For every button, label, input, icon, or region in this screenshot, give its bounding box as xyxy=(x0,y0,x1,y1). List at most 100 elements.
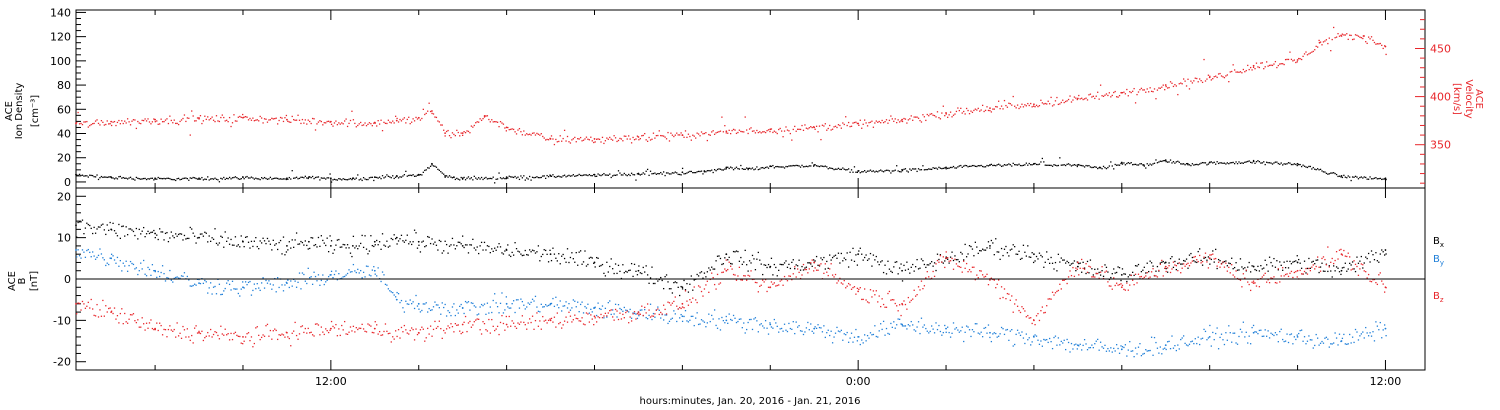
data-point xyxy=(1051,165,1054,167)
data-point xyxy=(753,318,755,320)
data-point xyxy=(1073,260,1076,262)
data-point xyxy=(1324,270,1326,273)
data-point xyxy=(744,168,746,170)
data-point xyxy=(1206,261,1208,263)
data-point xyxy=(1143,89,1145,91)
data-point xyxy=(453,303,455,305)
data-point xyxy=(821,259,824,261)
data-point xyxy=(1258,270,1261,272)
data-point xyxy=(520,321,522,323)
data-point xyxy=(249,177,251,179)
data-point xyxy=(939,167,942,169)
data-point xyxy=(833,126,835,128)
data-point xyxy=(281,178,283,180)
data-point xyxy=(606,137,608,139)
data-point xyxy=(440,240,442,243)
data-anchor-point xyxy=(681,286,684,289)
data-point xyxy=(826,260,828,263)
data-point xyxy=(1303,165,1306,167)
data-point xyxy=(327,120,330,122)
data-point xyxy=(561,310,563,312)
data-point xyxy=(250,294,253,296)
data-anchor-point xyxy=(901,168,903,171)
data-point xyxy=(958,331,960,333)
data-point xyxy=(1165,270,1167,273)
data-point xyxy=(839,124,841,127)
data-point xyxy=(1146,262,1148,264)
data-point xyxy=(703,288,706,290)
data-point xyxy=(977,332,979,334)
data-point xyxy=(1328,173,1330,175)
data-point xyxy=(173,179,175,181)
top-left-tick-label: 60 xyxy=(57,103,71,116)
data-point xyxy=(786,166,789,168)
data-point xyxy=(550,175,553,177)
data-point xyxy=(767,263,770,266)
data-point xyxy=(871,334,873,336)
data-point xyxy=(1302,164,1304,166)
data-point xyxy=(1341,176,1344,179)
data-point xyxy=(408,243,410,245)
data-point xyxy=(891,299,893,301)
data-point xyxy=(713,309,716,311)
data-point xyxy=(687,304,690,306)
data-point xyxy=(941,334,943,336)
data-anchor-point xyxy=(1076,344,1079,347)
data-point xyxy=(563,257,566,260)
data-point xyxy=(662,171,665,173)
data-point xyxy=(226,282,228,284)
data-point xyxy=(1165,267,1167,270)
data-point xyxy=(259,289,261,292)
data-point xyxy=(1034,162,1036,165)
data-point xyxy=(998,279,1000,281)
data-point xyxy=(1200,259,1202,262)
data-point xyxy=(94,258,97,260)
data-point xyxy=(741,279,743,281)
data-point xyxy=(1070,165,1073,167)
data-point xyxy=(715,132,717,134)
data-point xyxy=(936,328,939,331)
data-point xyxy=(1030,256,1032,259)
data-point xyxy=(167,177,170,179)
data-anchor-point xyxy=(1318,41,1321,44)
data-point xyxy=(1365,271,1367,273)
data-point xyxy=(925,327,927,330)
data-point xyxy=(741,131,743,133)
data-point xyxy=(281,253,283,255)
data-point xyxy=(416,305,419,307)
data-point xyxy=(766,327,768,329)
data-point xyxy=(134,234,136,237)
data-point xyxy=(639,174,641,176)
data-point xyxy=(983,166,985,168)
data-point xyxy=(731,319,733,322)
data-point xyxy=(1041,306,1044,308)
data-point xyxy=(1255,331,1258,333)
data-point xyxy=(700,271,703,273)
data-point xyxy=(1381,337,1383,339)
data-point xyxy=(600,264,602,267)
data-point xyxy=(791,328,793,331)
data-point xyxy=(297,114,299,116)
data-point xyxy=(262,237,264,239)
data-point xyxy=(826,129,828,131)
data-point xyxy=(1333,26,1335,29)
data-point xyxy=(1041,345,1044,347)
data-point xyxy=(1089,93,1092,95)
data-point xyxy=(587,303,589,305)
data-point xyxy=(773,263,775,266)
data-point xyxy=(913,289,915,291)
data-point xyxy=(614,174,617,177)
data-point xyxy=(386,122,388,125)
data-point xyxy=(1196,163,1198,166)
data-point xyxy=(1097,91,1099,93)
data-point xyxy=(364,178,366,180)
data-point xyxy=(464,244,467,246)
data-point xyxy=(534,319,537,322)
data-point xyxy=(778,284,780,286)
data-point xyxy=(955,327,958,329)
data-point xyxy=(96,174,98,176)
data-point xyxy=(125,226,127,228)
data-point xyxy=(1040,310,1042,312)
data-point xyxy=(1365,176,1367,179)
